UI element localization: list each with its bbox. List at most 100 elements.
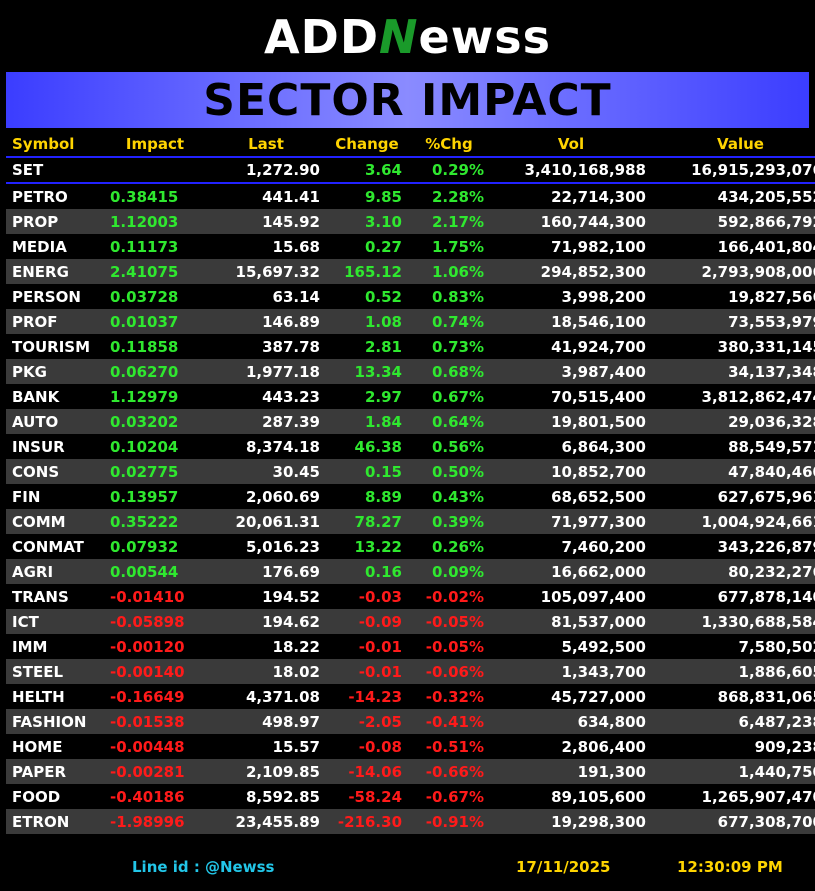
cell-change: 46.38: [326, 434, 408, 459]
cell-symbol: PAPER: [6, 759, 104, 784]
cell-vol: 160,744,300: [490, 209, 652, 234]
cell-last: 1,977.18: [206, 359, 326, 384]
cell-vol: 45,727,000: [490, 684, 652, 709]
cell-vol: 7,460,200: [490, 534, 652, 559]
cell-symbol: IMM: [6, 634, 104, 659]
cell-symbol: ETRON: [6, 809, 104, 834]
cell-last: 23,455.89: [206, 809, 326, 834]
title-banner: SECTOR IMPACT: [6, 72, 809, 128]
cell-value: 19,827,566: [652, 284, 815, 309]
cell-change: 13.34: [326, 359, 408, 384]
cell-symbol: MEDIA: [6, 234, 104, 259]
cell-symbol: FIN: [6, 484, 104, 509]
cell-pchg: 0.74%: [408, 309, 490, 334]
cell-change: 0.16: [326, 559, 408, 584]
header-impact: Impact: [125, 135, 185, 153]
cell-pchg: 0.43%: [408, 484, 490, 509]
cell-impact: -0.40186: [104, 784, 206, 809]
cell-pchg: -0.05%: [408, 634, 490, 659]
cell-change: -0.08: [326, 734, 408, 759]
table-row: MEDIA 0.11173 15.68 0.27 1.75% 71,982,100 166,…: [6, 234, 815, 259]
cell-value: 1,330,688,584: [652, 609, 815, 634]
cell-last: 15.57: [206, 734, 326, 759]
cell-symbol: STEEL: [6, 659, 104, 684]
table-row: IMM -0.00120 18.22 -0.01 -0.05% 5,492,500 7,58…: [6, 634, 815, 659]
cell-change: 9.85: [326, 184, 408, 209]
cell-change: 78.27: [326, 509, 408, 534]
cell-symbol: PKG: [6, 359, 104, 384]
cell-change: -58.24: [326, 784, 408, 809]
cell-pchg: 0.68%: [408, 359, 490, 384]
cell-value: 1,265,907,470: [652, 784, 815, 809]
cell-pchg: -0.51%: [408, 734, 490, 759]
cell-value: 1,004,924,661: [652, 509, 815, 534]
table-row: ENERG 2.41075 15,697.32 165.12 1.06% 294,852,…: [6, 259, 815, 284]
index-impact: [104, 158, 206, 183]
cell-impact: -1.98996: [104, 809, 206, 834]
cell-impact: -0.16649: [104, 684, 206, 709]
cell-vol: 19,801,500: [490, 409, 652, 434]
cell-change: 0.27: [326, 234, 408, 259]
cell-last: 2,109.85: [206, 759, 326, 784]
cell-value: 47,840,460: [652, 459, 815, 484]
line-id-label: Line id :: [132, 858, 200, 876]
cell-impact: 0.35222: [104, 509, 206, 534]
cell-impact: 0.11173: [104, 234, 206, 259]
cell-value: 592,866,792: [652, 209, 815, 234]
table-row: FASHION -0.01538 498.97 -2.05 -0.41% 634,800 6…: [6, 709, 815, 734]
cell-value: 343,226,879: [652, 534, 815, 559]
table-row: PKG 0.06270 1,977.18 13.34 0.68% 3,987,400 34,…: [6, 359, 815, 384]
cell-pchg: -0.67%: [408, 784, 490, 809]
table-row: BANK 1.12979 443.23 2.97 0.67% 70,515,400 3,81…: [6, 384, 815, 409]
cell-pchg: 0.50%: [408, 459, 490, 484]
cell-last: 387.78: [206, 334, 326, 359]
cell-impact: 0.13957: [104, 484, 206, 509]
cell-last: 498.97: [206, 709, 326, 734]
cell-vol: 191,300: [490, 759, 652, 784]
cell-pchg: -0.32%: [408, 684, 490, 709]
cell-value: 34,137,348: [652, 359, 815, 384]
cell-impact: 0.06270: [104, 359, 206, 384]
header-value: Value: [717, 135, 764, 153]
table-row: TRANS -0.01410 194.52 -0.03 -0.02% 105,097,40…: [6, 584, 815, 609]
index-last: 1,272.90: [206, 158, 326, 183]
cell-symbol: INSUR: [6, 434, 104, 459]
cell-change: 1.08: [326, 309, 408, 334]
cell-value: 73,553,979: [652, 309, 815, 334]
cell-change: 2.81: [326, 334, 408, 359]
brand-logo: ADDNewss: [0, 8, 815, 66]
cell-vol: 105,097,400: [490, 584, 652, 609]
sector-table: Symbol Impact Last Change %Chg Vol Value…: [6, 132, 815, 834]
cell-change: 2.97: [326, 384, 408, 409]
table-row: COMM 0.35222 20,061.31 78.27 0.39% 71,977,300…: [6, 509, 815, 534]
cell-vol: 3,998,200: [490, 284, 652, 309]
header-pchg: %Chg: [425, 135, 473, 153]
header-symbol: Symbol: [12, 135, 75, 153]
table-row: PROP 1.12003 145.92 3.10 2.17% 160,744,300 592…: [6, 209, 815, 234]
cell-pchg: -0.91%: [408, 809, 490, 834]
table-row: HOME -0.00448 15.57 -0.08 -0.51% 2,806,400 909…: [6, 734, 815, 759]
date-stamp: 17/11/2025: [516, 858, 611, 876]
cell-pchg: -0.05%: [408, 609, 490, 634]
cell-last: 18.02: [206, 659, 326, 684]
cell-value: 868,831,065: [652, 684, 815, 709]
cell-impact: 0.03728: [104, 284, 206, 309]
cell-last: 15.68: [206, 234, 326, 259]
cell-last: 63.14: [206, 284, 326, 309]
cell-symbol: ICT: [6, 609, 104, 634]
cell-change: -0.09: [326, 609, 408, 634]
cell-impact: 0.38415: [104, 184, 206, 209]
cell-value: 434,205,552: [652, 184, 815, 209]
cell-value: 7,580,502: [652, 634, 815, 659]
cell-pchg: -0.66%: [408, 759, 490, 784]
table-row: FIN 0.13957 2,060.69 8.89 0.43% 68,652,500 627…: [6, 484, 815, 509]
cell-vol: 634,800: [490, 709, 652, 734]
cell-impact: 0.03202: [104, 409, 206, 434]
cell-value: 380,331,145: [652, 334, 815, 359]
cell-change: 3.10: [326, 209, 408, 234]
cell-symbol: TRANS: [6, 584, 104, 609]
line-id-value: @Newss: [205, 858, 275, 876]
header-last: Last: [248, 135, 284, 153]
cell-impact: -0.00140: [104, 659, 206, 684]
cell-change: 0.52: [326, 284, 408, 309]
